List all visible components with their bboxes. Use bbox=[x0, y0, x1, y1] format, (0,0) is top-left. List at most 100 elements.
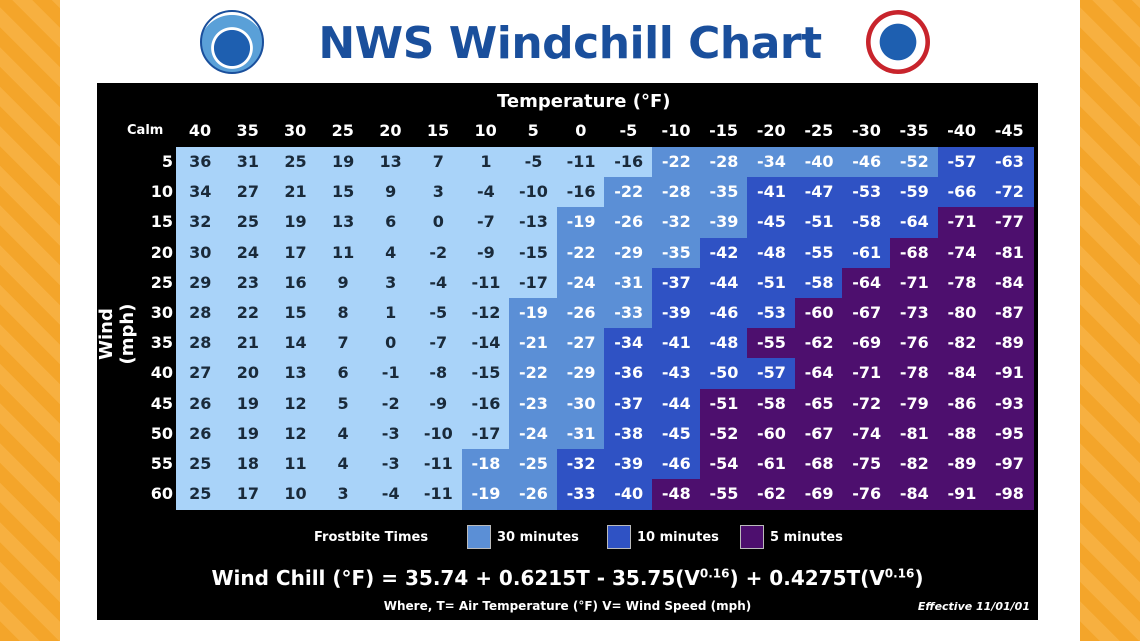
windchill-cell: 23 bbox=[223, 267, 273, 299]
windchill-cell: 24 bbox=[223, 237, 273, 269]
windchill-cell: -48 bbox=[747, 237, 796, 269]
windchill-cell: -69 bbox=[794, 479, 844, 511]
windchill-cell: -97 bbox=[985, 449, 1034, 480]
windchill-cell: -41 bbox=[747, 177, 796, 209]
formula-part: ) bbox=[914, 566, 924, 590]
windchill-cell: -50 bbox=[699, 358, 749, 390]
windchill-cell: 1 bbox=[461, 147, 511, 178]
windchill-cell: -39 bbox=[604, 449, 653, 480]
windchill-cell: -26 bbox=[556, 298, 606, 329]
temperature-header: -30 bbox=[851, 121, 881, 140]
temperature-axis-label: Temperature (°F) bbox=[497, 91, 671, 112]
windchill-cell: -40 bbox=[604, 479, 653, 511]
temperature-header: -45 bbox=[994, 121, 1024, 140]
windchill-cell: -62 bbox=[747, 479, 796, 511]
windchill-cell: -22 bbox=[652, 147, 701, 178]
windchill-cell: -58 bbox=[794, 267, 844, 299]
windchill-cell: 12 bbox=[271, 418, 320, 450]
windchill-cell: -11 bbox=[556, 147, 606, 178]
windchill-cell: -17 bbox=[509, 267, 558, 299]
windchill-cell: 25 bbox=[271, 147, 320, 178]
windchill-cell: 12 bbox=[271, 388, 320, 420]
windchill-cell: -61 bbox=[842, 237, 891, 269]
windchill-cell: -19 bbox=[556, 207, 606, 239]
windchill-cell: -78 bbox=[937, 267, 987, 299]
windchill-cell: -64 bbox=[794, 358, 844, 390]
windchill-cell: -16 bbox=[556, 177, 606, 209]
legend-label-10: 10 minutes bbox=[637, 530, 719, 545]
wind-header: 10 bbox=[150, 182, 173, 202]
temperature-header: 40 bbox=[188, 121, 212, 140]
windchill-cell: -31 bbox=[556, 418, 606, 450]
windchill-cell: 13 bbox=[318, 207, 368, 239]
windchill-cell: -7 bbox=[461, 207, 511, 239]
windchill-formula: Wind Chill (°F) = 35.74 + 0.6215T - 35.7… bbox=[97, 566, 1038, 590]
windchill-cell: -7 bbox=[414, 328, 463, 360]
windchill-cell: 25 bbox=[223, 207, 273, 239]
windchill-cell: -62 bbox=[794, 328, 844, 360]
windchill-cell: -71 bbox=[842, 358, 891, 390]
windchill-cell: -87 bbox=[985, 298, 1034, 329]
windchill-cell: -84 bbox=[890, 479, 939, 511]
orange-frame-left bbox=[0, 0, 60, 641]
windchill-cell: -91 bbox=[937, 479, 987, 511]
windchill-cell: -75 bbox=[842, 449, 891, 480]
windchill-cell: 0 bbox=[366, 328, 415, 360]
wind-header: 50 bbox=[150, 423, 173, 443]
windchill-cell: -34 bbox=[747, 147, 796, 178]
windchill-cell: -14 bbox=[461, 328, 511, 360]
windchill-cell: -48 bbox=[652, 479, 701, 511]
windchill-cell: -4 bbox=[414, 267, 463, 299]
temperature-header: 25 bbox=[331, 121, 354, 140]
windchill-cell: -32 bbox=[556, 449, 606, 480]
windchill-cell: -91 bbox=[985, 358, 1034, 390]
legend-title: Frostbite Times bbox=[314, 530, 429, 545]
windchill-cell: -40 bbox=[794, 147, 844, 178]
windchill-cell: -78 bbox=[890, 358, 939, 390]
windchill-cell: 1 bbox=[366, 298, 415, 329]
windchill-cell: -22 bbox=[604, 177, 653, 209]
windchill-cell: 30 bbox=[176, 237, 225, 269]
windchill-cell: 19 bbox=[223, 418, 273, 450]
wind-header: 15 bbox=[150, 212, 173, 232]
windchill-cell: -28 bbox=[652, 177, 701, 209]
windchill-cell: 10 bbox=[271, 479, 320, 511]
windchill-cell: -15 bbox=[509, 237, 558, 269]
temperature-header: -5 bbox=[619, 121, 638, 140]
windchill-cell: -3 bbox=[366, 418, 415, 450]
frostbite-legend: Frostbite Times 30 minutes 10 minutes 5 … bbox=[97, 523, 1038, 553]
windchill-cell: 25 bbox=[176, 479, 225, 511]
windchill-cell: -42 bbox=[699, 237, 749, 269]
windchill-cell: -1 bbox=[366, 358, 415, 390]
wind-header: 45 bbox=[150, 393, 173, 413]
windchill-cell: 28 bbox=[176, 328, 225, 360]
windchill-cell: -53 bbox=[747, 298, 796, 329]
temperature-header: 5 bbox=[527, 121, 539, 140]
windchill-cell: -98 bbox=[985, 479, 1034, 511]
temperature-header: 10 bbox=[474, 121, 497, 140]
windchill-cell: 17 bbox=[223, 479, 273, 511]
legend-swatch-30 bbox=[467, 525, 491, 549]
windchill-cell: -51 bbox=[747, 267, 796, 299]
windchill-cell: 9 bbox=[318, 267, 368, 299]
temperature-header: 35 bbox=[236, 121, 259, 140]
windchill-cell: -35 bbox=[699, 177, 749, 209]
windchill-table-panel: Temperature (°F) Wind (mph) Calm 40 35 30 2… bbox=[96, 83, 1038, 620]
windchill-cell: -36 bbox=[604, 358, 653, 390]
windchill-cell: -57 bbox=[937, 147, 987, 178]
windchill-cell: 4 bbox=[366, 237, 415, 269]
effective-date: Effective 11/01/01 bbox=[917, 600, 1030, 613]
windchill-cell: 8 bbox=[318, 298, 368, 329]
windchill-cell: -19 bbox=[461, 479, 511, 511]
windchill-cell: -95 bbox=[985, 418, 1034, 450]
wind-header: 35 bbox=[150, 333, 173, 353]
formula-part: ) + 0.4275T(V bbox=[729, 566, 885, 590]
windchill-cell: 20 bbox=[223, 358, 273, 390]
windchill-cell: -57 bbox=[747, 358, 796, 390]
windchill-cell: -74 bbox=[842, 418, 891, 450]
windchill-cell: -73 bbox=[890, 298, 939, 329]
windchill-cell: 32 bbox=[176, 207, 225, 239]
windchill-cell: -22 bbox=[556, 237, 606, 269]
windchill-cell: -27 bbox=[556, 328, 606, 360]
windchill-cell: 9 bbox=[366, 177, 415, 209]
